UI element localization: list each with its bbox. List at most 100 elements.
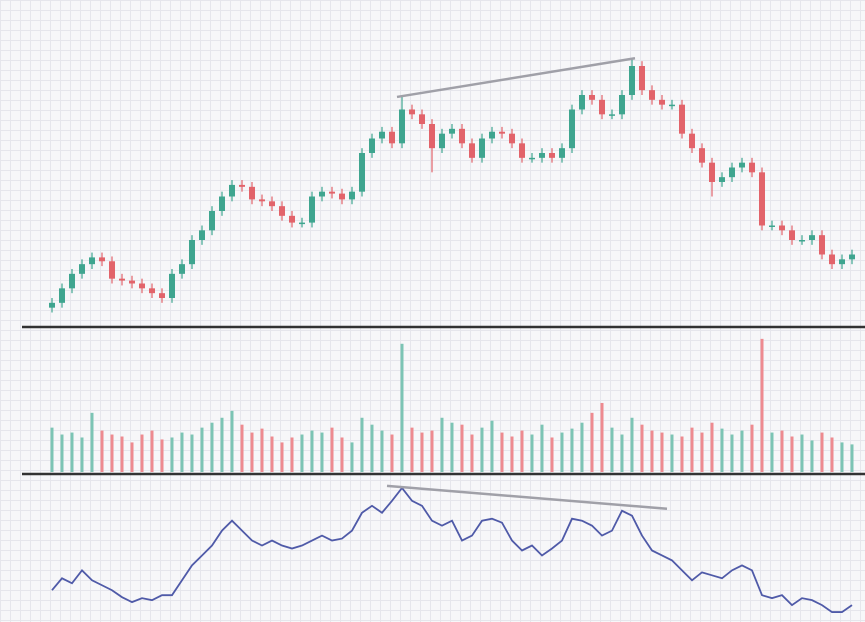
candle-body [299, 222, 305, 225]
volume-bar [510, 436, 514, 472]
trend-line [396, 57, 636, 99]
candle-body [679, 104, 685, 134]
candle-body [469, 143, 475, 158]
candle-body [239, 184, 245, 187]
candle-body [749, 162, 755, 173]
candle-body [729, 167, 735, 178]
candle-body [209, 211, 215, 231]
candle-body [799, 240, 805, 242]
candle-body [379, 131, 385, 139]
candle-body [759, 172, 765, 226]
candle-body [549, 153, 555, 158]
volume-bar [800, 434, 804, 472]
candle-body [199, 230, 205, 240]
volume-bar [170, 437, 174, 472]
candle-body [809, 235, 815, 240]
candle-body [129, 280, 135, 284]
volume-bar [380, 430, 384, 472]
volume-bar [320, 432, 324, 472]
candle-body [409, 109, 415, 115]
volume-bar [640, 424, 644, 472]
candle-body [499, 131, 505, 134]
candle-body [419, 114, 425, 124]
volume-bar [760, 338, 764, 472]
volume-bar [190, 434, 194, 472]
volume-bar [420, 432, 424, 472]
candle-body [769, 225, 775, 227]
candle-body [709, 162, 715, 182]
candle-body [439, 133, 445, 149]
candle-body [659, 99, 665, 105]
volume-bar [630, 417, 634, 472]
candle-body [189, 240, 195, 265]
candle-body [259, 199, 265, 202]
volume-bar [110, 434, 114, 472]
candle-body [649, 90, 655, 100]
volume-bar [490, 420, 494, 472]
volume-bar [700, 432, 704, 472]
volume-bar [360, 417, 364, 472]
candle-body [789, 230, 795, 240]
candle-body [119, 278, 125, 281]
candle-body [359, 153, 365, 192]
volume-bar [220, 417, 224, 472]
candle-body [179, 264, 185, 274]
candle-body [559, 148, 565, 158]
candle-body [539, 153, 545, 158]
volume-bar [370, 424, 374, 472]
candle-body [779, 225, 785, 231]
volume-bar [550, 437, 554, 472]
volume-bar [660, 432, 664, 472]
volume-bar [150, 430, 154, 472]
candle-body [739, 162, 745, 168]
volume-bar [290, 437, 294, 472]
volume-bar [240, 424, 244, 472]
volume-bar [720, 428, 724, 472]
volume-bar [740, 430, 744, 472]
volume-bar [690, 427, 694, 472]
candle-body [319, 191, 325, 197]
candle-body [489, 131, 495, 139]
volume-bar [80, 437, 84, 472]
volume-bar [310, 430, 314, 472]
candle-body [459, 128, 465, 144]
volume-bar [650, 430, 654, 472]
volume-bar [330, 427, 334, 472]
volume-bar [750, 424, 754, 472]
volume-bar [160, 439, 164, 472]
indicator-line [51, 486, 853, 613]
candle-body [59, 288, 65, 303]
candle-body [339, 193, 345, 200]
volume-bar [770, 432, 774, 472]
volume-bar [180, 432, 184, 472]
candle-body [519, 143, 525, 158]
candle-body [609, 114, 615, 116]
volume-bar [300, 434, 304, 472]
volume-bar [470, 434, 474, 472]
candle-body [629, 66, 635, 95]
volume-bar [590, 412, 594, 472]
candle-body [449, 128, 455, 134]
candle-body [579, 95, 585, 110]
candle-body [569, 109, 575, 149]
candle-body [849, 254, 855, 260]
volume-bar [270, 436, 274, 472]
volume-bar [620, 434, 624, 472]
volume-bar [430, 430, 434, 472]
candle-body [839, 259, 845, 265]
candle-body [69, 273, 75, 289]
candle-body [719, 177, 725, 182]
candle-body [309, 196, 315, 223]
volume-bar [830, 437, 834, 472]
volume-bar [570, 428, 574, 472]
volume-bar [250, 432, 254, 472]
volume-bar [460, 424, 464, 472]
candle-body [99, 257, 105, 262]
volume-bar [120, 436, 124, 472]
volume-bar [210, 422, 214, 472]
candle-body [369, 138, 375, 153]
volume-bar [560, 432, 564, 472]
candle-body [669, 104, 675, 107]
volume-bar [670, 434, 674, 472]
